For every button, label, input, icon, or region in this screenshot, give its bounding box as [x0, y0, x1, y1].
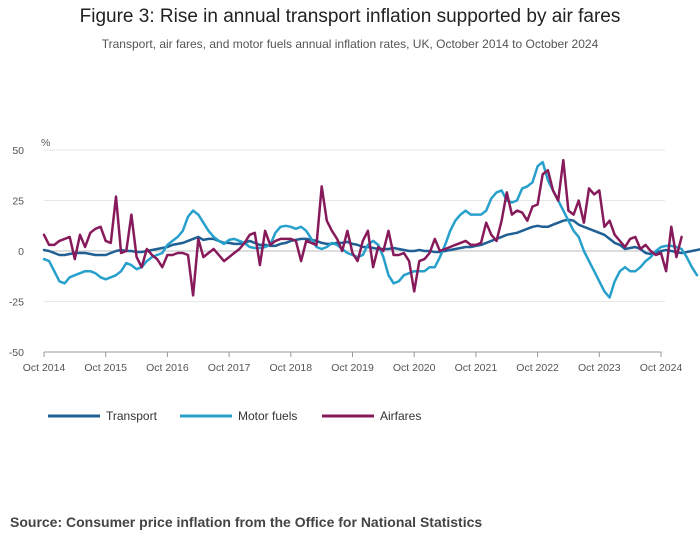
series-line-motor-fuels [42, 160, 699, 299]
x-tick-label: Oct 2018 [269, 362, 312, 374]
x-tick-label: Oct 2017 [208, 362, 251, 374]
legend-label-airfares: Airfares [380, 409, 421, 423]
y-tick-label: -50 [9, 347, 24, 359]
series-line-airfares [42, 158, 683, 297]
y-tick-label: -25 [9, 297, 24, 309]
x-tick-label: Oct 2023 [578, 362, 621, 374]
y-axis-label: % [41, 137, 50, 149]
x-tick-label: Oct 2022 [516, 362, 559, 374]
line-chart: 50 25 0 -25 -50% Oct 2014 Oct 2015 Oct 2016 Oct … [9, 137, 700, 423]
y-tick-label: 0 [18, 246, 24, 258]
legend-label-motor-fuels: Motor fuels [238, 409, 297, 423]
chart-subtitle: Transport, air fares, and motor fuels an… [101, 37, 599, 51]
series-line-transport [42, 218, 700, 257]
y-tick-label: 25 [12, 196, 24, 208]
y-tick-label: 50 [12, 145, 24, 157]
legend: Transport Motor fuels Airfares [48, 409, 421, 423]
chart-title: Figure 3: Rise in annual transport infla… [79, 6, 621, 27]
x-tick-label: Oct 2014 [23, 362, 66, 374]
source-note: Source: Consumer price inflation from th… [10, 514, 483, 530]
x-tick-label: Oct 2024 [640, 362, 683, 374]
legend-label-transport: Transport [106, 409, 158, 423]
x-tick-label: Oct 2016 [146, 362, 189, 374]
x-tick-label: Oct 2015 [84, 362, 127, 374]
x-tick-label: Oct 2019 [331, 362, 374, 374]
series-lines [42, 158, 700, 299]
axes: 50 25 0 -25 -50% Oct 2014 Oct 2015 Oct 2016 Oct … [9, 137, 683, 374]
x-tick-label: Oct 2020 [393, 362, 436, 374]
x-tick-label: Oct 2021 [455, 362, 498, 374]
